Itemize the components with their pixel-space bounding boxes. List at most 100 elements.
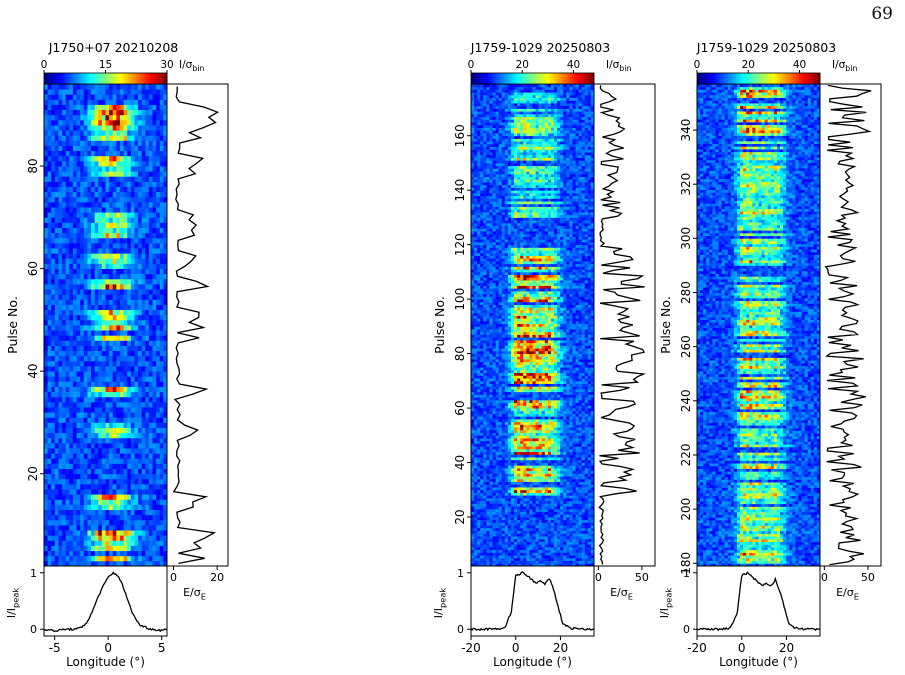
- heatmap-cell: [120, 212, 124, 218]
- heatmap-cell: [91, 140, 95, 146]
- heatmap-cell: [62, 417, 66, 423]
- heatmap-cell: [55, 89, 59, 95]
- heatmap-cell: [536, 558, 539, 561]
- heatmap-cell: [77, 335, 81, 341]
- heatmap-cell: [486, 479, 489, 482]
- heatmap-cell: [156, 458, 160, 464]
- heatmap-cell: [563, 541, 566, 544]
- heatmap-cell: [523, 558, 526, 561]
- heatmap-cell: [576, 506, 579, 509]
- heatmap-cell: [588, 495, 591, 498]
- heatmap-cell: [489, 536, 492, 539]
- heatmap-cell: [563, 525, 566, 528]
- heatmap-cell: [66, 428, 70, 434]
- heatmap-cell: [80, 376, 84, 382]
- heatmap-cell: [576, 482, 579, 485]
- heatmap-cell: [95, 356, 99, 362]
- heatmap-cell: [84, 407, 88, 413]
- heatmap-cell: [84, 340, 88, 346]
- heatmap-cell: [569, 533, 572, 536]
- heatmap-cell: [51, 325, 55, 331]
- heatmap-cell: [483, 498, 486, 501]
- heatmap-cell: [73, 243, 77, 249]
- heatmap-cell: [120, 222, 124, 228]
- heatmap-cell: [548, 509, 551, 512]
- heatmap-cell: [116, 310, 120, 316]
- heatmap-cell: [145, 535, 149, 541]
- heatmap-cell: [499, 517, 502, 520]
- heatmap-cell: [51, 212, 55, 218]
- heatmap-cell: [579, 525, 582, 528]
- heatmap-cell: [153, 330, 157, 336]
- heatmap-cell: [569, 482, 572, 485]
- heatmap-cell: [80, 320, 84, 326]
- profile-tick-label: 1: [30, 567, 37, 580]
- heatmap-cell: [160, 212, 164, 218]
- heatmap-cell: [160, 299, 164, 305]
- heatmap-cell: [542, 471, 545, 474]
- heatmap-cell: [51, 356, 55, 362]
- heatmap-cell: [563, 536, 566, 539]
- heatmap-cell: [505, 558, 508, 561]
- heatmap-cell: [55, 310, 59, 316]
- heatmap-cell: [66, 371, 70, 377]
- heatmap-cell: [480, 484, 483, 487]
- heatmap-cell: [69, 540, 73, 546]
- heatmap-cell: [116, 397, 120, 403]
- heatmap-cell: [73, 202, 77, 208]
- heatmap-cell: [131, 238, 135, 244]
- heatmap-cell: [520, 517, 523, 520]
- heatmap-cell: [548, 539, 551, 542]
- heatmap-cell: [55, 120, 59, 126]
- heatmap-cell: [91, 99, 95, 105]
- heatmap-cell: [116, 489, 120, 495]
- heatmap-cell: [131, 105, 135, 111]
- heatmap-cell: [116, 504, 120, 510]
- heatmap-cell: [80, 540, 84, 546]
- heatmap-cell: [523, 522, 526, 525]
- heatmap-cell: [66, 238, 70, 244]
- heatmap-cell: [145, 135, 149, 141]
- heatmap-cell: [66, 176, 70, 182]
- heatmap-cell: [517, 547, 520, 550]
- heatmap-cell: [55, 115, 59, 121]
- heatmap-cell: [95, 151, 99, 157]
- heatmap-cell: [520, 476, 523, 479]
- heatmap-cell: [124, 274, 128, 280]
- heatmap-cell: [131, 371, 135, 377]
- heatmap-cell: [145, 274, 149, 280]
- heatmap-cell: [124, 397, 128, 403]
- heatmap-cell: [102, 515, 106, 521]
- heatmap-cell: [576, 468, 579, 471]
- heatmap-cell: [69, 474, 73, 480]
- heatmap-cell: [131, 499, 135, 505]
- heatmap-cell: [539, 522, 542, 525]
- heatmap-cell: [131, 110, 135, 116]
- heatmap-cell: [545, 561, 548, 564]
- heatmap-cell: [62, 515, 66, 521]
- heatmap-cell: [131, 525, 135, 531]
- heatmap-cell: [77, 520, 81, 526]
- heatmap-cell: [48, 387, 52, 393]
- heatmap-cell: [55, 248, 59, 254]
- heatmap-cell: [477, 487, 480, 490]
- heatmap-cell: [127, 335, 131, 341]
- heatmap-cell: [116, 253, 120, 259]
- heatmap-cell: [73, 535, 77, 541]
- heatmap-cell: [560, 512, 563, 515]
- heatmap-cell: [505, 541, 508, 544]
- heatmap-cell: [489, 558, 492, 561]
- heatmap-cell: [557, 503, 560, 506]
- heatmap-cell: [588, 533, 591, 536]
- heatmap-cell: [572, 465, 575, 468]
- heatmap-cell: [153, 392, 157, 398]
- heatmap-cell: [48, 243, 52, 249]
- heatmap-cell: [98, 207, 102, 213]
- heatmap-cell: [533, 541, 536, 544]
- heatmap-cell: [109, 279, 113, 285]
- heatmap-cell: [489, 522, 492, 525]
- heatmap-cell: [483, 541, 486, 544]
- heatmap-cell: [109, 212, 113, 218]
- heatmap-cell: [116, 212, 120, 218]
- heatmap-cell: [160, 320, 164, 326]
